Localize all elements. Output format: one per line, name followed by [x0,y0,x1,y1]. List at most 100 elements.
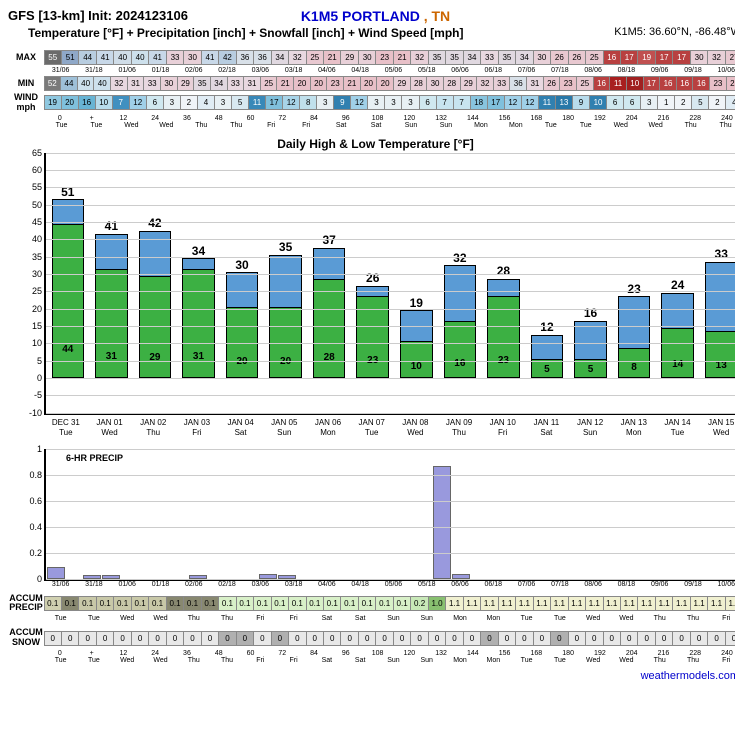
strip-cell: 23 [326,76,344,91]
temp-bar-group: 3141 [90,153,134,413]
strip-cell: 7 [453,95,471,110]
strip-cell: 0.1 [375,596,393,611]
strip-cell: 1.1 [672,596,690,611]
strip-cell: 33 [166,50,184,65]
strip-cell: 0 [131,631,149,646]
strip-cell: 20 [360,76,378,91]
strip-cell: 12 [282,95,300,110]
strip-cell: 2 [180,95,198,110]
strip-cell: 17 [643,76,661,91]
strip-cell: 1.1 [690,596,708,611]
strip-cell: 0 [253,631,271,646]
strip-cell: 23 [559,76,577,91]
strip-cell: 33 [143,76,161,91]
strip-cell: 0 [690,631,708,646]
strip-cell: 0 [568,631,586,646]
strip-cell: 30 [183,50,201,65]
strip-cell: 1.1 [637,596,655,611]
min-strip-row: MIN 524440403231333029353433312521202023… [8,76,735,91]
strip-cell: 0 [672,631,690,646]
strip-cell: 40 [93,76,111,91]
strip-cell: 32 [410,50,428,65]
strip-cell: 0.1 [236,596,254,611]
strip-cell: 0.1 [253,596,271,611]
min-strip: 5244404032313330293534333125212020232120… [44,76,735,91]
strip-cell: 0 [533,631,551,646]
strip-cell: 21 [276,76,294,91]
strip-cell: 4 [197,95,215,110]
strip-cell: 1.1 [568,596,586,611]
strip-cell: 32 [110,76,128,91]
strip-cell: 25 [585,50,603,65]
strip-cell: 13 [555,95,573,110]
strip-cell: 6 [623,95,641,110]
strip-cell: 0.1 [61,596,79,611]
strip-cell: 41 [201,50,219,65]
strip-cell: 34 [271,50,289,65]
temp-bar-group: 512 [525,153,569,413]
strip-cell: 9 [572,95,590,110]
strip-cell: 2 [674,95,692,110]
strip-cell: 0 [166,631,184,646]
wind-strip: 1920161071263243511171283912333677181712… [44,95,735,110]
strip-cell: 34 [463,50,481,65]
strip-cell: 26 [550,50,568,65]
precip-xaxis: 31/0631/1801/0601/1802/0602/1803/0603/18… [44,581,735,588]
strip-cell: 17 [620,50,638,65]
strip-cell: 51 [61,50,79,65]
strip-cell: 0 [410,631,428,646]
temp-bar-group: 2030 [220,153,264,413]
temp-bar-group: 4451 [46,153,90,413]
strip-cell: 17 [265,95,283,110]
strip-cell: 1.1 [620,596,638,611]
days-axis-mid: TueTueWedWedThuThuFriFriSatSatSunSunMonM… [44,615,735,622]
strip-cell: 0 [428,631,446,646]
header: GFS [13-km] Init: 2024123106 K1M5 PORTLA… [8,8,735,48]
accum-snow-row: ACCUMSNOW 000000000000000000000000000000… [8,628,735,648]
strip-cell: 0.1 [148,596,166,611]
strip-cell: 11 [538,95,556,110]
strip-cell: 0 [236,631,254,646]
strip-cell: 21 [393,50,411,65]
strip-cell: 4 [725,95,735,110]
strip-cell: 0.1 [183,596,201,611]
strip-cell: 36 [236,50,254,65]
strip-cell: 23 [709,76,727,91]
strip-cell: 41 [96,50,114,65]
temp-bar-group: 3134 [177,153,221,413]
strip-cell: 0 [340,631,358,646]
strip-cell: 0.1 [288,596,306,611]
strip-cell: 0 [61,631,79,646]
strip-cell: 1 [657,95,675,110]
hours-top: 0+12243648607284961081201321441561681801… [44,115,735,122]
model-init: GFS [13-km] Init: 2024123106 [8,8,188,23]
strip-cell: 25 [260,76,278,91]
strip-cell: 31 [243,76,261,91]
strip-cell: 34 [515,50,533,65]
strip-cell: 12 [521,95,539,110]
strip-cell: 33 [480,50,498,65]
strip-cell: 16 [603,50,621,65]
strip-cell: 1.1 [585,596,603,611]
accum-precip-strip: 0.10.10.10.10.10.10.10.10.10.10.10.10.10… [44,596,735,611]
station-name: K1M5 PORTLAND , TN [301,8,450,24]
strip-cell: 5 [231,95,249,110]
source-link[interactable]: weathermodels.com [641,670,735,682]
strip-cell: 0 [96,631,114,646]
strip-cell: 1.1 [533,596,551,611]
strip-cell: 31 [526,76,544,91]
temp-bar-group: 2328 [482,153,526,413]
strip-cell: 0 [306,631,324,646]
temp-bar-group: 1333 [699,153,735,413]
strip-cell: 1.1 [655,596,673,611]
strip-cell: 1.1 [498,596,516,611]
strip-cell: 9 [333,95,351,110]
strip-cell: 33 [227,76,245,91]
strip-cell: 42 [218,50,236,65]
temp-bar-group: 2837 [307,153,351,413]
strip-cell: 41 [148,50,166,65]
strip-cell: 26 [543,76,561,91]
strip-cell: 16 [659,76,677,91]
strip-cell: 0 [603,631,621,646]
strip-cell: 29 [177,76,195,91]
